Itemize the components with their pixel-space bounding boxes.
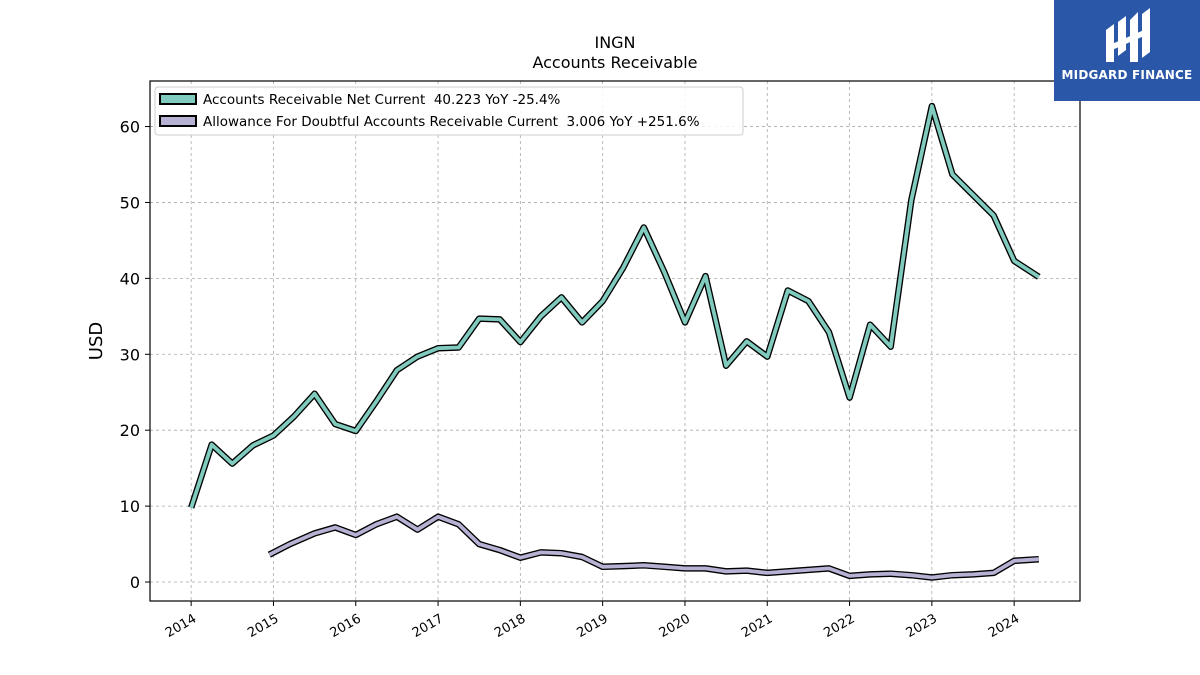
plot-frame — [149, 80, 1081, 602]
x-tick-label: 2019 — [574, 611, 610, 641]
x-tick-label: 2020 — [657, 611, 693, 641]
y-tick-label: 10 — [120, 497, 140, 516]
legend-entry-receivable: Accounts Receivable Net Current 40.223 Y… — [203, 92, 561, 108]
legend-swatch-allowance — [159, 115, 197, 127]
y-tick-label: 60 — [120, 118, 140, 137]
series-layer — [188, 102, 1041, 581]
allowance-doubtful-accounts-line — [268, 514, 1039, 580]
accounts-receivable-net-current-line — [189, 104, 1040, 509]
legend-swatch-receivable — [159, 93, 197, 105]
x-tick-label: 2022 — [821, 611, 857, 641]
y-axis: 0 10 20 30 40 50 60 — [120, 118, 150, 592]
x-tick-label: 2014 — [163, 611, 199, 641]
x-tick-label: 2024 — [986, 611, 1022, 641]
y-tick-label: 30 — [120, 345, 140, 364]
y-tick-label: 0 — [130, 573, 140, 592]
y-tick-label: 40 — [120, 269, 140, 288]
chart-subtitle: Accounts Receivable — [532, 53, 697, 72]
x-tick-label: 2023 — [904, 611, 940, 641]
legend-entry-allowance: Allowance For Doubtful Accounts Receivab… — [203, 114, 700, 130]
brand-logo: MIDGARD FINANCE — [1054, 0, 1200, 101]
legend: Accounts Receivable Net Current 40.223 Y… — [154, 86, 744, 136]
grid-lines — [150, 81, 1080, 601]
legend-box — [154, 86, 744, 136]
x-tick-label: 2018 — [492, 611, 528, 641]
brand-name: MIDGARD FINANCE — [1061, 68, 1193, 82]
y-axis-label: USD — [86, 322, 107, 360]
accounts-receivable-net-current-line-outline — [188, 102, 1041, 509]
y-tick-label: 20 — [120, 421, 140, 440]
x-tick-label: 2015 — [245, 611, 281, 641]
allowance-doubtful-accounts-line-outline — [267, 513, 1040, 581]
y-tick-label: 50 — [120, 193, 140, 212]
chart-title: INGN — [594, 33, 635, 52]
x-tick-label: 2017 — [410, 611, 446, 641]
brand-mark-icon — [1106, 8, 1150, 62]
x-axis: 2014 2015 2016 2017 2018 2019 2020 2021 2022 2023… — [163, 601, 1022, 641]
x-tick-label: 2016 — [328, 611, 364, 641]
x-tick-label: 2021 — [739, 611, 775, 641]
